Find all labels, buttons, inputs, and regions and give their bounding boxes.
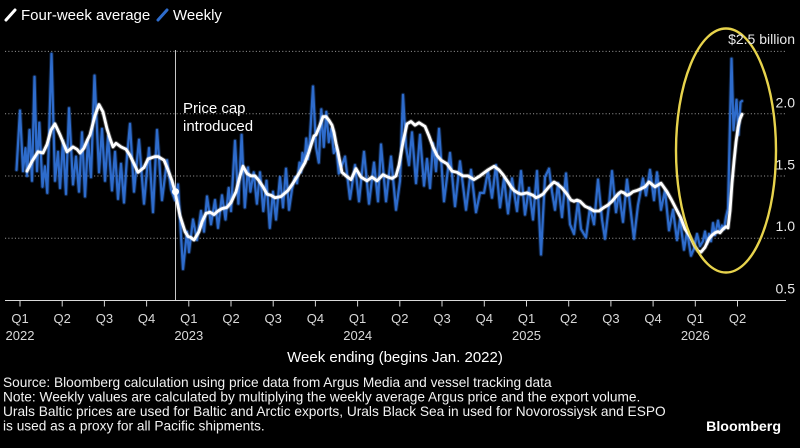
svg-text:Q3: Q3 <box>602 311 619 326</box>
svg-text:Weekly: Weekly <box>173 7 222 24</box>
svg-text:Q1: Q1 <box>11 311 28 326</box>
svg-text:Q1: Q1 <box>518 311 535 326</box>
svg-text:Q2: Q2 <box>560 311 577 326</box>
svg-text:2022: 2022 <box>6 328 35 343</box>
svg-text:2023: 2023 <box>174 328 203 343</box>
svg-text:Q2: Q2 <box>729 311 746 326</box>
svg-text:Q2: Q2 <box>54 311 71 326</box>
svg-text:$2.5 billion: $2.5 billion <box>728 31 795 47</box>
svg-text:Q4: Q4 <box>307 311 324 326</box>
svg-text:Four-week average: Four-week average <box>21 7 150 24</box>
svg-text:Q1: Q1 <box>180 311 197 326</box>
svg-text:Q4: Q4 <box>644 311 661 326</box>
svg-text:Q3: Q3 <box>96 311 113 326</box>
svg-text:2.0: 2.0 <box>776 95 796 111</box>
svg-text:introduced: introduced <box>183 118 253 135</box>
svg-text:Q3: Q3 <box>433 311 450 326</box>
svg-text:Note: Weekly values are calcul: Note: Weekly values are calculated by mu… <box>3 390 640 405</box>
svg-text:Bloomberg: Bloomberg <box>706 419 781 435</box>
svg-text:Q2: Q2 <box>391 311 408 326</box>
svg-text:Source: Bloomberg calculation: Source: Bloomberg calculation using pric… <box>3 375 552 390</box>
svg-text:1.5: 1.5 <box>776 157 796 173</box>
svg-text:Q1: Q1 <box>687 311 704 326</box>
svg-text:is used as a proxy for all Pac: is used as a proxy for all Pacific shipm… <box>3 419 265 434</box>
svg-text:2025: 2025 <box>512 328 541 343</box>
svg-text:Urals Baltic prices are used f: Urals Baltic prices are used for Baltic … <box>3 404 666 419</box>
svg-text:Week ending (begins Jan. 2022): Week ending (begins Jan. 2022) <box>287 349 503 366</box>
svg-text:1.0: 1.0 <box>776 218 796 234</box>
svg-text:Q1: Q1 <box>349 311 366 326</box>
svg-text:Q3: Q3 <box>265 311 282 326</box>
svg-text:2024: 2024 <box>343 328 372 343</box>
svg-text:0.5: 0.5 <box>776 281 796 297</box>
svg-text:Q4: Q4 <box>138 311 155 326</box>
svg-text:2026: 2026 <box>681 328 710 343</box>
svg-text:Q2: Q2 <box>222 311 239 326</box>
svg-text:Price cap: Price cap <box>183 100 246 117</box>
svg-text:Q4: Q4 <box>476 311 493 326</box>
